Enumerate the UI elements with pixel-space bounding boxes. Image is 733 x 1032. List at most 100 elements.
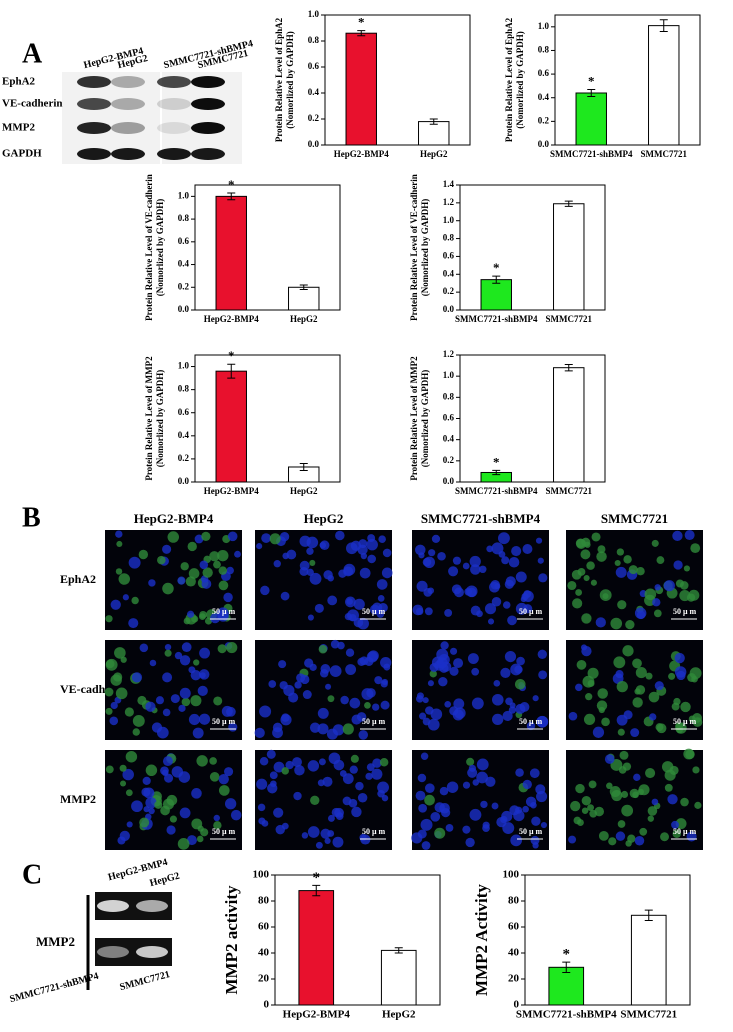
cell	[260, 585, 270, 596]
cell	[419, 712, 427, 720]
significance-mark: *	[228, 348, 235, 363]
cell	[309, 572, 322, 585]
cell	[268, 680, 277, 688]
cell	[378, 535, 386, 543]
band	[157, 98, 191, 110]
cell	[348, 798, 358, 808]
cell	[217, 644, 227, 654]
y-tick-label: 0.2	[443, 286, 455, 296]
cell	[667, 794, 678, 805]
cell	[577, 819, 584, 826]
cell	[619, 750, 629, 760]
cell	[645, 767, 656, 779]
cell	[139, 643, 149, 653]
x-tick-label: SMMC7721-shBMP4	[516, 1009, 617, 1021]
significance-mark: *	[358, 15, 365, 30]
bar	[288, 286, 320, 311]
significance-mark: *	[563, 947, 571, 963]
cell	[427, 680, 434, 687]
scale-bar-label: 50 μ m	[519, 607, 543, 616]
cell	[374, 676, 383, 685]
cell	[654, 584, 661, 591]
cell	[137, 695, 147, 705]
cell	[338, 569, 347, 578]
cell	[122, 768, 134, 781]
y-tick-label: 0.4	[308, 87, 320, 97]
cell	[508, 556, 520, 568]
cell	[234, 550, 241, 558]
cell	[594, 806, 604, 817]
cell	[621, 804, 634, 817]
cell	[581, 613, 592, 624]
cell	[427, 718, 440, 731]
cell	[125, 750, 138, 763]
cell	[371, 768, 383, 780]
cell	[155, 696, 164, 705]
cell	[531, 816, 541, 826]
cell	[536, 715, 549, 728]
cell	[621, 790, 629, 798]
cell	[181, 697, 191, 707]
cell	[299, 535, 311, 547]
cell	[307, 760, 320, 772]
cell	[105, 658, 118, 671]
cell	[186, 835, 197, 846]
cell	[194, 534, 204, 544]
cell	[613, 656, 626, 669]
cell	[199, 560, 209, 570]
cell	[412, 604, 424, 616]
cell	[571, 569, 582, 580]
y-axis-label: (Nomorlized by GAPDH)	[155, 199, 165, 296]
y-tick-label: 0.8	[443, 391, 455, 401]
cell	[630, 728, 640, 738]
cell	[575, 589, 583, 596]
cell	[163, 773, 174, 783]
row-label: MMP2	[60, 792, 96, 806]
cell	[417, 773, 427, 783]
cell	[178, 771, 191, 783]
bar	[575, 92, 607, 146]
cell	[671, 702, 680, 711]
cell	[532, 695, 539, 702]
error-bar	[394, 947, 403, 954]
cell	[302, 690, 312, 700]
scale-bar-label: 50 μ m	[673, 717, 697, 726]
row-label: EphA2	[60, 572, 96, 586]
cell	[213, 696, 223, 706]
cell	[213, 821, 222, 830]
cell	[357, 792, 368, 803]
cell	[315, 841, 323, 849]
cell	[160, 805, 170, 816]
cell	[131, 800, 143, 813]
cell	[633, 773, 641, 782]
y-tick-label: 0.2	[443, 455, 455, 465]
cell	[256, 543, 263, 550]
cell	[257, 803, 266, 812]
cell	[467, 653, 479, 664]
lane-label: SMMC7721-shBMP4	[9, 971, 100, 1005]
cell	[537, 649, 547, 660]
lane-label: HepG2	[149, 871, 181, 890]
column-label: HepG2-BMP4	[134, 511, 214, 526]
cell	[310, 795, 320, 806]
micrograph: 50 μ m	[412, 530, 549, 630]
cell	[358, 730, 369, 740]
cell	[575, 783, 585, 794]
cell	[568, 835, 577, 844]
cell	[166, 825, 176, 835]
cell	[326, 728, 338, 740]
cell	[380, 656, 392, 669]
cell	[217, 607, 229, 620]
band	[157, 76, 191, 88]
cell	[122, 594, 129, 601]
cell	[110, 599, 121, 610]
micrograph: 50 μ m	[566, 530, 703, 630]
x-tick-label: SMMC7721	[546, 314, 593, 324]
bar	[418, 121, 450, 146]
cell	[632, 658, 642, 669]
cell	[674, 652, 685, 664]
cell	[345, 542, 358, 555]
cell	[109, 716, 119, 726]
error-bar	[492, 275, 501, 284]
cell	[304, 658, 314, 668]
